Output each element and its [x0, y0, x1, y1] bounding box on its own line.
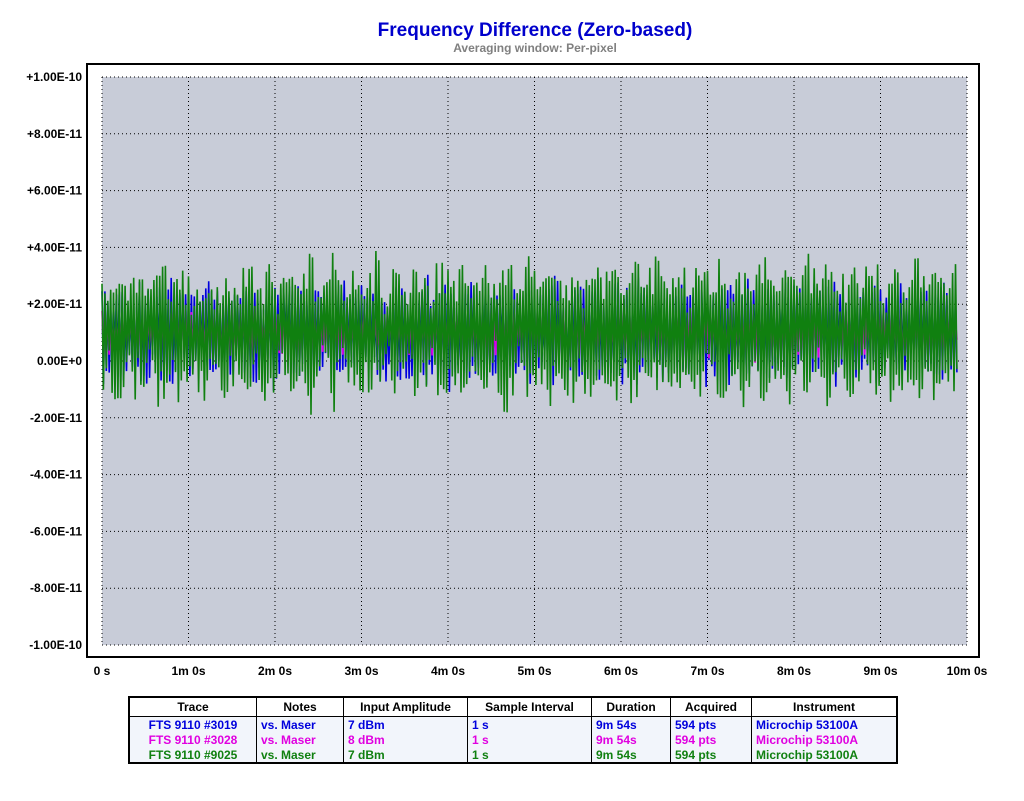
- x-tick-label: 4m 0s: [431, 664, 465, 678]
- x-tick-label: 2m 0s: [258, 664, 292, 678]
- x-tick-label: 7m 0s: [690, 664, 724, 678]
- legend-cell: vs. Maser: [256, 716, 344, 732]
- chart-title: Frequency Difference (Zero-based): [378, 20, 693, 41]
- y-tick-label: +2.00E-11: [27, 297, 82, 311]
- chart-subtitle: Averaging window: Per-pixel: [453, 41, 617, 55]
- y-tick-label: +8.00E-11: [27, 127, 82, 141]
- legend-header: Input Amplitude: [343, 696, 468, 717]
- legend-cell: 8 dBm: [343, 732, 468, 747]
- legend-cell: 7 dBm: [343, 716, 468, 732]
- y-tick-label: +1.00E-10: [26, 70, 82, 84]
- legend-table: Trace Notes Input Amplitude Sample Inter…: [128, 696, 898, 764]
- legend-header: Duration: [591, 696, 671, 717]
- legend-header: Acquired: [670, 696, 752, 717]
- legend-cell: FTS 9110 #9025: [128, 747, 257, 763]
- y-tick-label: +6.00E-11: [27, 184, 82, 198]
- legend-cell: 1 s: [467, 716, 592, 732]
- legend-header: Sample Interval: [467, 696, 592, 717]
- x-tick-label: 3m 0s: [344, 664, 378, 678]
- legend-cell: vs. Maser: [256, 732, 344, 747]
- y-tick-label: +4.00E-11: [27, 240, 82, 254]
- legend-cell: 594 pts: [670, 747, 752, 763]
- legend-header: Notes: [256, 696, 344, 717]
- legend-cell: 7 dBm: [343, 747, 468, 763]
- legend-cell: Microchip 53100A: [751, 747, 898, 763]
- x-tick-label: 8m 0s: [777, 664, 811, 678]
- legend-header: Instrument: [751, 696, 898, 717]
- x-tick-label: 0 s: [94, 664, 111, 678]
- trace-lines: [101, 250, 958, 415]
- x-tick-label: 1m 0s: [171, 664, 205, 678]
- y-axis-ticks: +1.00E-10 +8.00E-11 +6.00E-11 +4.00E-11 +2.0…: [26, 70, 82, 652]
- y-tick-label: 0.00E+0: [37, 354, 82, 368]
- y-tick-label: -8.00E-11: [30, 581, 82, 595]
- series-line: [101, 250, 958, 415]
- legend-header-row: Trace Notes Input Amplitude Sample Inter…: [128, 696, 898, 717]
- y-tick-label: -4.00E-11: [30, 468, 82, 482]
- legend-cell: vs. Maser: [256, 747, 344, 763]
- y-tick-label: -1.00E-10: [29, 638, 82, 652]
- x-tick-label: 5m 0s: [517, 664, 551, 678]
- legend-cell: Microchip 53100A: [751, 716, 898, 732]
- legend-header: Trace: [128, 696, 257, 717]
- grid-lines: [101, 76, 968, 646]
- legend-cell: 1 s: [467, 732, 592, 747]
- legend-cell: FTS 9110 #3019: [128, 716, 257, 732]
- x-tick-label: 9m 0s: [863, 664, 897, 678]
- legend-row: FTS 9110 #3028 vs. Maser 8 dBm 1 s 9m 54s 594…: [128, 732, 898, 747]
- legend-cell: 594 pts: [670, 716, 752, 732]
- legend-cell: 9m 54s: [591, 716, 671, 732]
- legend-cell: Microchip 53100A: [751, 732, 898, 747]
- x-tick-label: 6m 0s: [604, 664, 638, 678]
- legend-cell: 9m 54s: [591, 732, 671, 747]
- legend-cell: 1 s: [467, 747, 592, 763]
- legend-cell: 594 pts: [670, 732, 752, 747]
- frequency-chart: Frequency Difference (Zero-based) Averag…: [26, 20, 988, 678]
- legend-cell: 9m 54s: [591, 747, 671, 763]
- legend-row: FTS 9110 #3019 vs. Maser 7 dBm 1 s 9m 54s 594…: [128, 716, 898, 732]
- y-tick-label: -2.00E-11: [30, 411, 82, 425]
- x-axis-ticks: 0 s 1m 0s 2m 0s 3m 0s 4m 0s 5m 0s 6m 0s 7m 0s 8m…: [94, 664, 988, 678]
- x-tick-label: 10m 0s: [947, 664, 988, 678]
- y-tick-label: -6.00E-11: [30, 524, 82, 538]
- legend-row: FTS 9110 #9025 vs. Maser 7 dBm 1 s 9m 54s 594…: [128, 747, 898, 763]
- legend-cell: FTS 9110 #3028: [128, 732, 257, 747]
